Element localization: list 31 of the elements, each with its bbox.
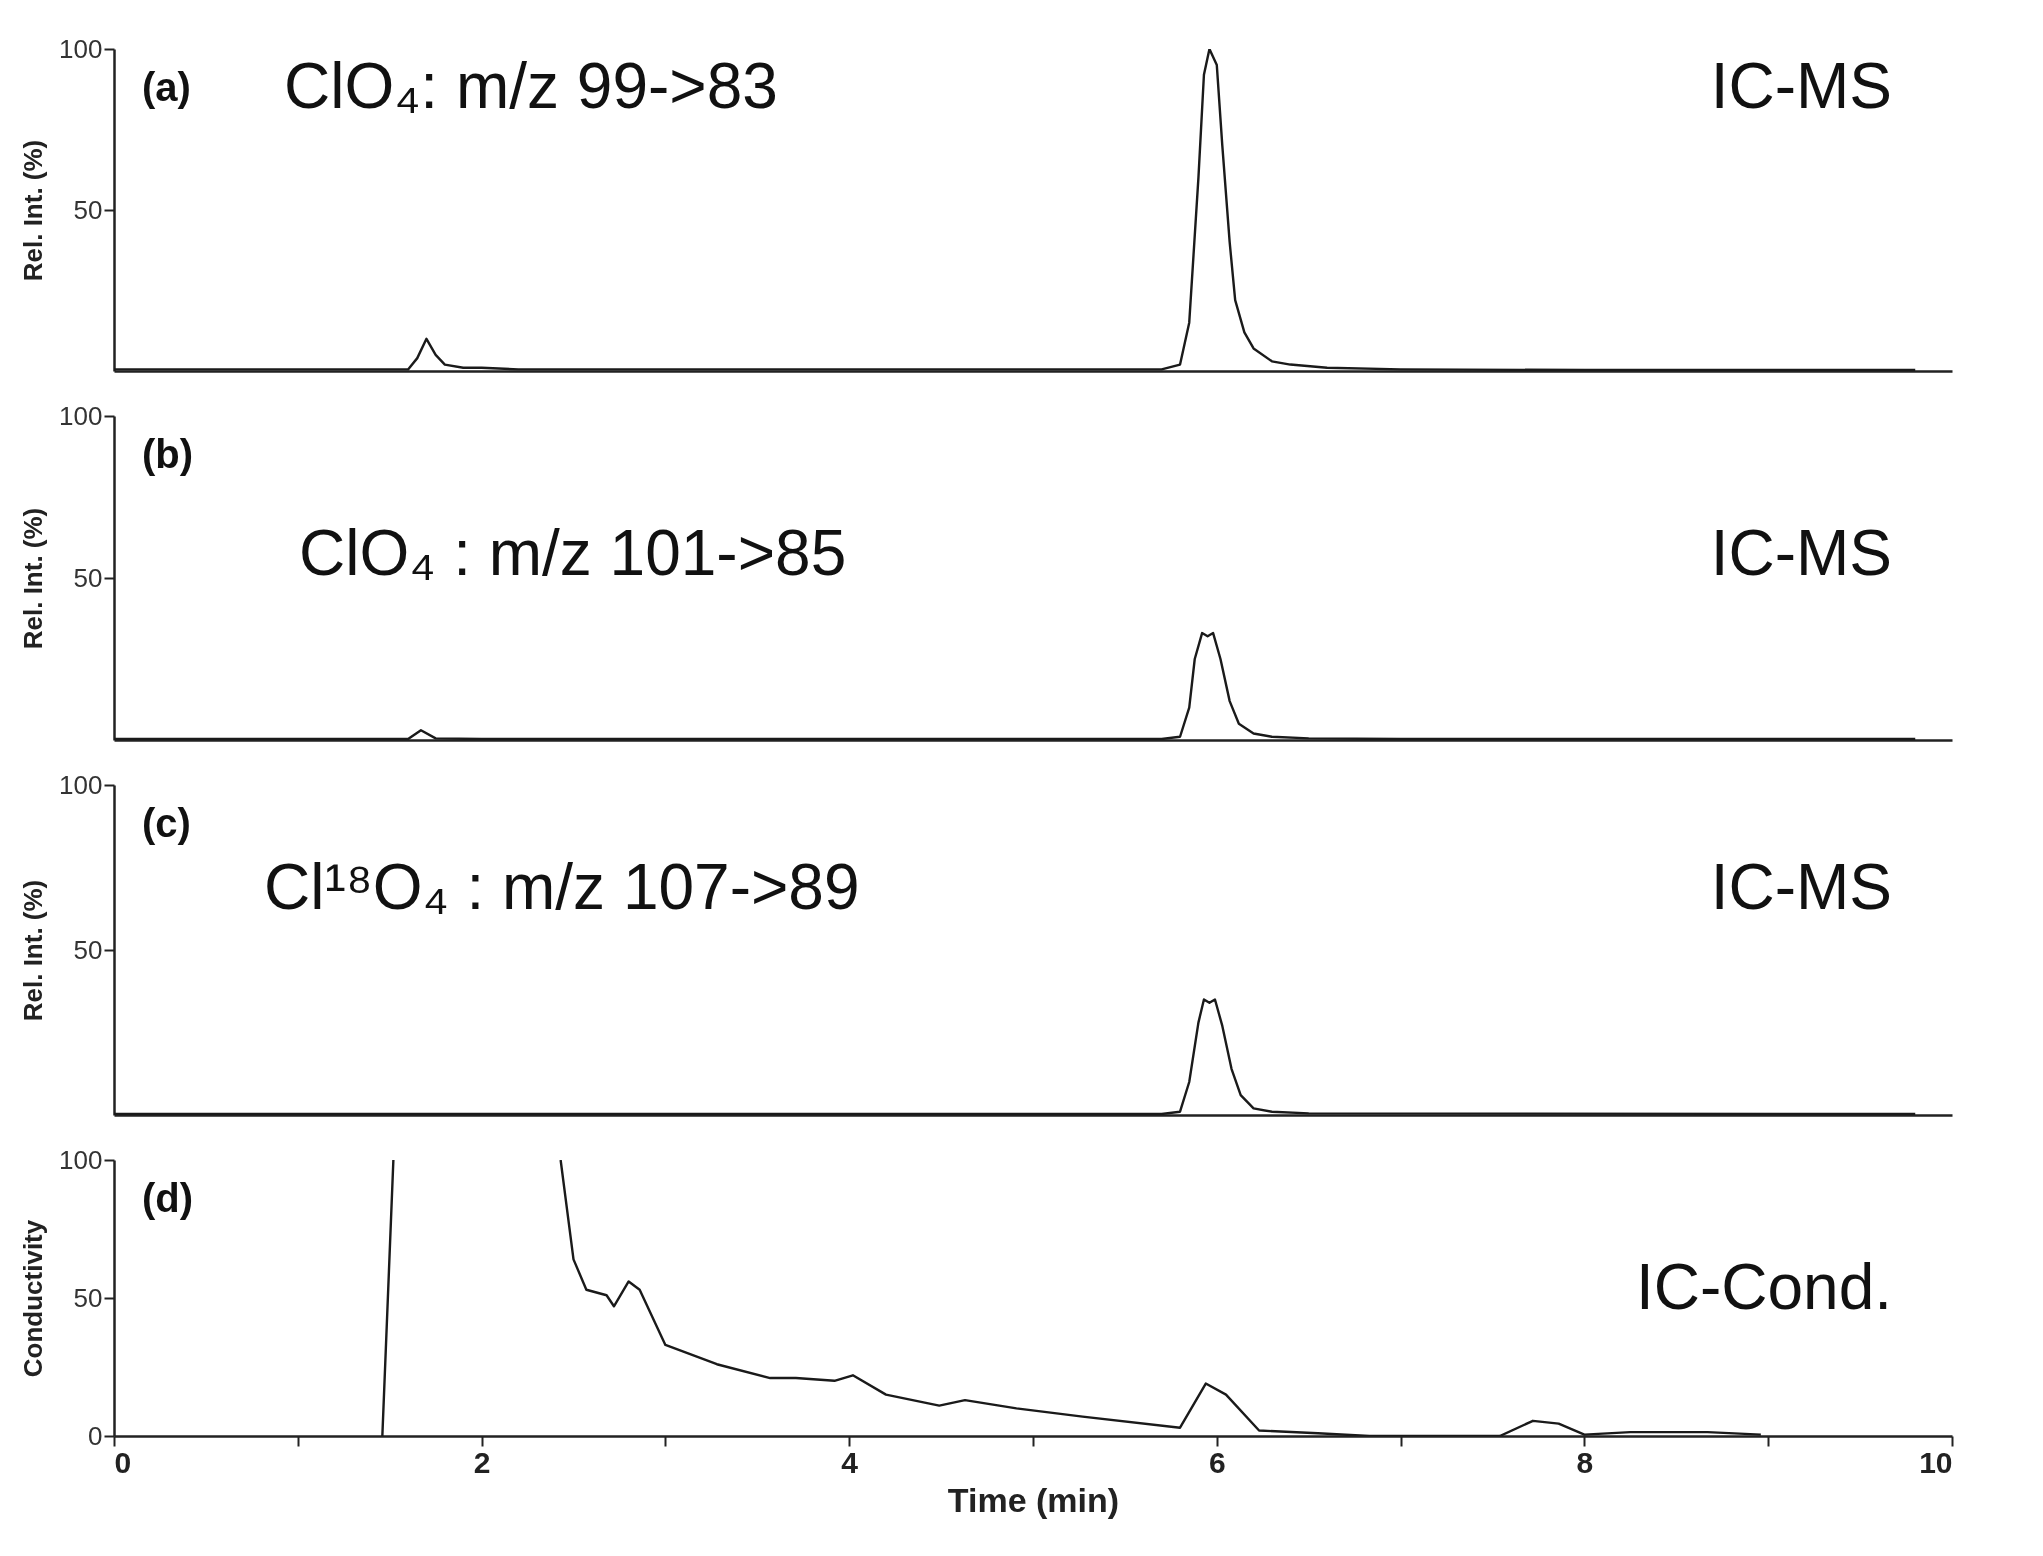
annotation: (b) — [142, 432, 194, 476]
annotation: (a) — [142, 65, 191, 109]
annotation: ClO₄: m/z 99->83 — [284, 50, 778, 122]
annotation: IC-MS — [1710, 517, 1892, 589]
annotation: IC-MS — [1710, 50, 1892, 122]
y-tick-label: 100 — [59, 400, 103, 431]
y-tick-label: 50 — [73, 562, 103, 593]
y-tick-label: 50 — [73, 1282, 103, 1313]
y-tick-label: 100 — [59, 33, 103, 64]
x-tick-label: 8 — [1576, 1445, 1594, 1479]
y-tick-label: 50 — [73, 934, 103, 965]
y-tick-label: 0 — [88, 1420, 103, 1451]
y-axis-title: Rel. Int. (%) — [18, 507, 49, 650]
annotation: (d) — [142, 1176, 194, 1220]
annotation: IC-MS — [1710, 851, 1892, 923]
y-axis-title: Conductivity — [18, 1219, 49, 1378]
x-tick-label: 2 — [473, 1445, 491, 1479]
y-tick-label: 100 — [59, 1144, 103, 1175]
annotation: Cl¹⁸O₄ : m/z 107->89 — [264, 851, 860, 923]
x-axis-title: Time (min) — [947, 1480, 1120, 1519]
annotation: (c) — [142, 801, 191, 845]
y-axis-title: Rel. Int. (%) — [18, 139, 49, 282]
y-tick-label: 100 — [59, 769, 103, 800]
x-tick-label: 0 — [114, 1445, 132, 1479]
x-tick-label: 10 — [1919, 1445, 1953, 1479]
y-tick-label: 50 — [73, 194, 103, 225]
x-tick-label: 4 — [841, 1445, 859, 1479]
y-axis-title: Rel. Int. (%) — [18, 879, 49, 1022]
annotation: IC-Cond. — [1635, 1251, 1892, 1323]
annotation: ClO₄ : m/z 101->85 — [299, 517, 847, 589]
x-tick-label: 6 — [1208, 1445, 1226, 1479]
